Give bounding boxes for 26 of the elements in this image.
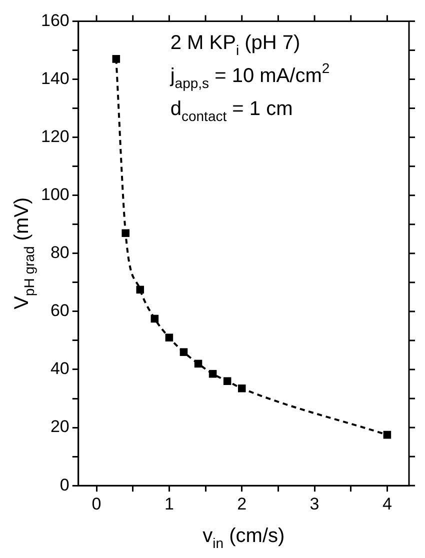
y-tick-label: 40 xyxy=(50,359,70,378)
point xyxy=(165,334,174,342)
point xyxy=(383,430,392,439)
y-tick-label: 100 xyxy=(40,185,70,204)
y-tick-label: 140 xyxy=(40,68,70,88)
x-tick-label: 2 xyxy=(237,494,247,514)
point xyxy=(180,348,188,356)
point xyxy=(150,314,159,323)
point xyxy=(223,377,232,385)
y-tick-label: 160 xyxy=(40,10,70,30)
y-axis-title: VpH grad (mV) xyxy=(11,197,37,310)
point xyxy=(238,384,246,392)
x-tick-label: 3 xyxy=(310,494,320,514)
x-tick-label: 4 xyxy=(382,494,392,514)
x-tick-label: 0 xyxy=(92,494,102,514)
x-tick-label: 1 xyxy=(164,494,174,514)
y-tick-label: 120 xyxy=(40,126,70,146)
point xyxy=(194,360,202,368)
y-tick-label: 80 xyxy=(50,243,70,262)
y-tick-label: 20 xyxy=(50,417,70,436)
y-tick-label: 60 xyxy=(50,301,70,320)
point xyxy=(208,370,217,378)
y-tick-label: 0 xyxy=(60,475,70,494)
point xyxy=(122,229,130,237)
point xyxy=(136,286,144,294)
point xyxy=(112,55,120,63)
